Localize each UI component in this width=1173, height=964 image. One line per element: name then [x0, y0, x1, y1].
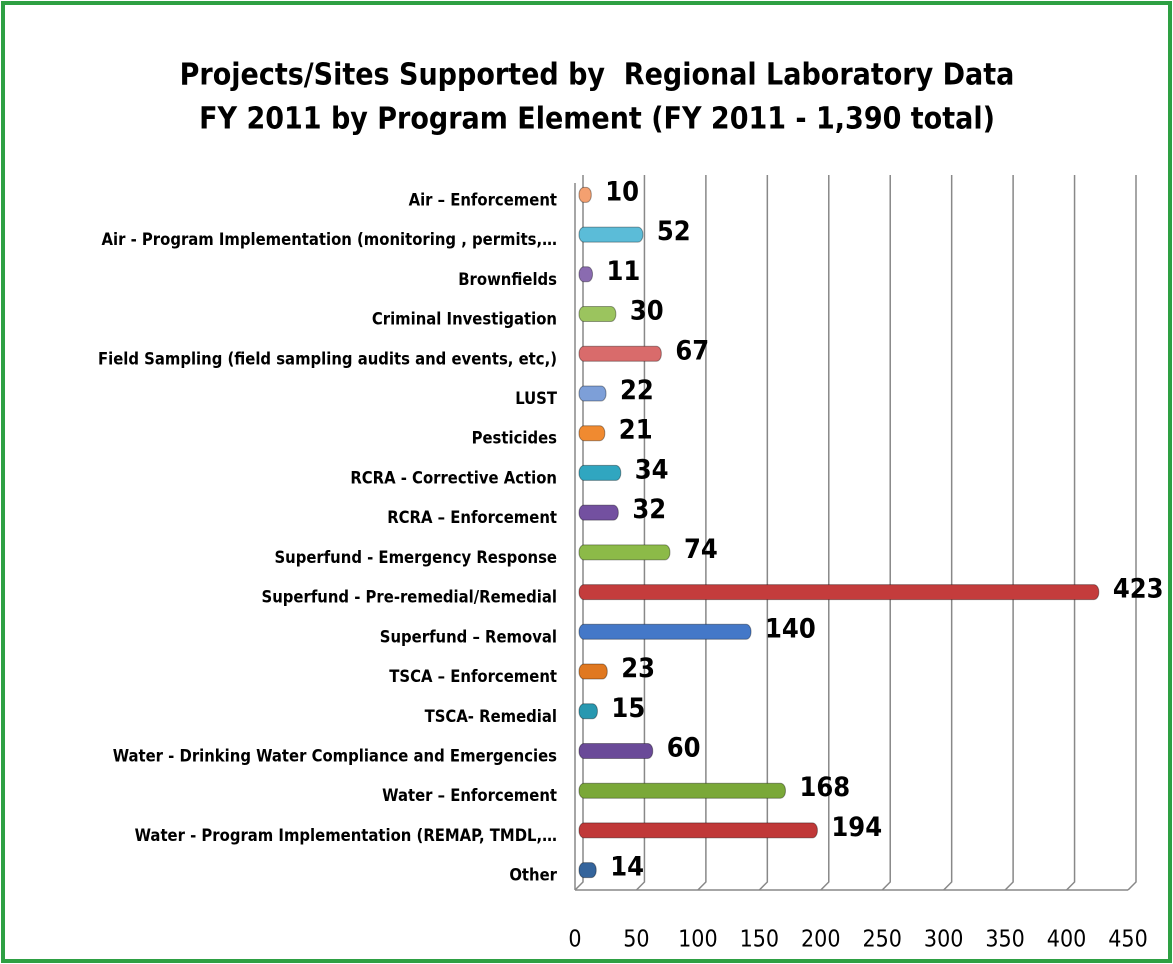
- y-tick-label: Field Sampling (field sampling audits an…: [98, 349, 557, 368]
- y-tick-label: Superfund - Emergency Response: [274, 548, 557, 567]
- value-label: 22: [620, 375, 654, 406]
- bar: [578, 186, 592, 203]
- bar: [578, 703, 598, 720]
- chart-title: Projects/Sites Supported by Regional Lab…: [180, 58, 1015, 93]
- x-tick-label: 450: [1108, 927, 1148, 953]
- value-label: 60: [667, 732, 701, 763]
- grid-line: [1127, 175, 1137, 891]
- bar: [578, 425, 606, 442]
- bar: [578, 623, 752, 640]
- x-tick-label: 400: [1047, 927, 1087, 953]
- grid-line: [881, 175, 891, 891]
- value-label: 14: [610, 852, 644, 883]
- value-label: 52: [657, 216, 691, 247]
- grid-line: [635, 175, 646, 891]
- x-tick-label: 100: [678, 927, 718, 953]
- bar: [578, 385, 607, 402]
- bar: [578, 782, 786, 799]
- chart-title: FY 2011 by Program Element (FY 2011 - 1,…: [199, 102, 995, 137]
- y-tick-label: LUST: [515, 389, 558, 408]
- value-label: 194: [831, 812, 882, 843]
- value-label: 74: [684, 534, 718, 565]
- grid-line: [1066, 175, 1076, 891]
- value-label: 168: [799, 772, 850, 803]
- grid-line: [943, 175, 953, 891]
- bar: [578, 862, 597, 879]
- y-tick-label: Air - Program Implementation (monitoring…: [102, 230, 557, 249]
- y-tick-label: Air – Enforcement: [409, 190, 557, 209]
- bar: [578, 226, 644, 243]
- y-tick-label: Other: [509, 866, 557, 885]
- grid-line: [697, 175, 707, 891]
- bar: [578, 464, 622, 481]
- bar: [578, 504, 619, 521]
- y-tick-label: Superfund - Pre-remedial/Remedial: [262, 588, 557, 607]
- y-tick-label: Criminal Investigation: [372, 310, 557, 329]
- bar: [578, 345, 662, 362]
- grid-line: [758, 175, 769, 891]
- y-tick-label: Brownfields: [458, 270, 557, 289]
- value-label: 30: [630, 296, 664, 327]
- x-tick-label: 50: [623, 927, 649, 953]
- y-tick-label: RCRA – Enforcement: [387, 508, 557, 527]
- y-tick-label: Water – Enforcement: [382, 786, 557, 805]
- value-label: 21: [619, 415, 653, 446]
- value-label: 34: [635, 454, 669, 485]
- x-tick-label: 300: [924, 927, 964, 953]
- value-label: 15: [611, 693, 645, 724]
- bar: [578, 663, 608, 680]
- bar: [578, 742, 654, 759]
- y-tick-label: RCRA - Corrective Action: [350, 468, 557, 487]
- x-tick-label: 200: [801, 927, 841, 953]
- value-label: 140: [765, 613, 816, 644]
- grid-line: [574, 175, 584, 891]
- bar: [578, 266, 594, 283]
- y-tick-label: TSCA – Enforcement: [389, 667, 557, 686]
- y-tick-label: TSCA- Remedial: [425, 707, 557, 726]
- y-tick-label: Pesticides: [472, 429, 558, 448]
- value-label: 32: [632, 494, 666, 525]
- value-label: 423: [1113, 574, 1164, 605]
- bar: [578, 306, 617, 323]
- x-tick-label: 350: [985, 927, 1025, 953]
- x-tick-label: 250: [862, 927, 902, 953]
- bar: [578, 822, 818, 839]
- x-tick-label: 150: [740, 927, 780, 953]
- y-tick-label: Superfund – Removal: [380, 627, 557, 646]
- value-label: 10: [605, 176, 639, 207]
- bar: [578, 584, 1100, 601]
- value-label: 67: [675, 335, 709, 366]
- grid-line: [1004, 175, 1014, 891]
- value-label: 23: [621, 653, 655, 684]
- y-tick-label: Water - Drinking Water Compliance and Em…: [113, 746, 557, 765]
- y-tick-label: Water - Program Implementation (REMAP, T…: [135, 826, 557, 845]
- bar: [578, 544, 671, 561]
- grid-line: [820, 175, 830, 891]
- value-label: 11: [607, 256, 641, 287]
- x-tick-label: 0: [568, 927, 581, 953]
